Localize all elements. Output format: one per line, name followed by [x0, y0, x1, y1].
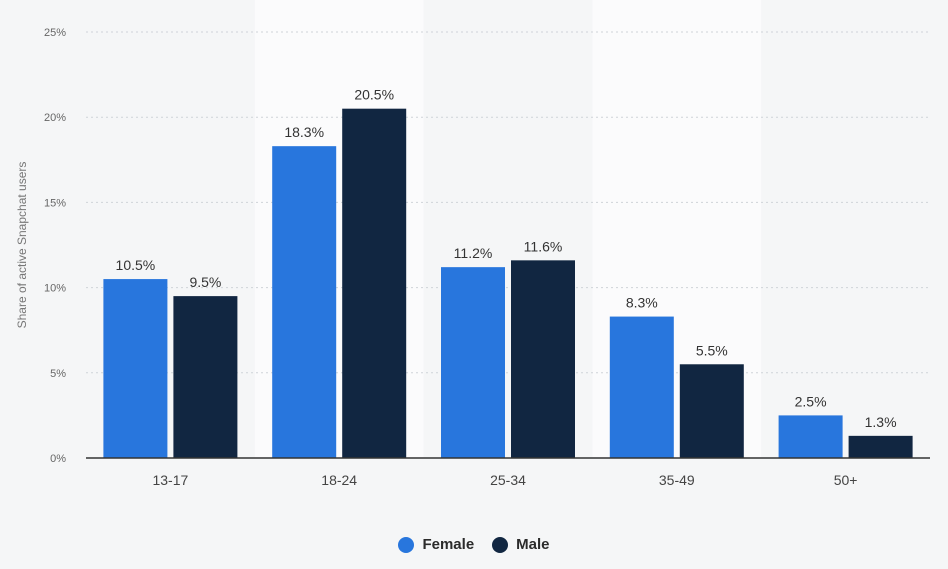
y-tick-label: 5%	[50, 368, 66, 380]
bar-male	[679, 364, 744, 458]
x-tick-label: 18-24	[321, 472, 357, 488]
legend-label-male: Male	[516, 536, 550, 553]
y-tick-label: 10%	[44, 283, 66, 295]
y-axis-title: Share of active Snapchat users	[15, 162, 29, 329]
legend-item-female[interactable]: Female	[398, 536, 474, 553]
data-label: 8.3%	[626, 295, 658, 311]
data-label: 9.5%	[189, 274, 221, 290]
bar-female	[441, 267, 505, 458]
data-label: 11.6%	[524, 238, 563, 254]
data-label: 18.3%	[284, 124, 324, 140]
bar-male	[342, 108, 407, 459]
y-tick-label: 25%	[44, 27, 66, 39]
y-tick-label: 0%	[50, 453, 66, 465]
legend-swatch-female	[398, 536, 415, 553]
legend-swatch-male	[492, 536, 509, 553]
data-label: 20.5%	[354, 87, 394, 103]
bar-male	[511, 260, 575, 458]
bar-female	[609, 316, 674, 458]
x-tick-label: 50+	[834, 472, 858, 488]
legend-item-male[interactable]: Male	[492, 536, 550, 553]
bar-female	[272, 146, 337, 458]
data-label: 10.5%	[116, 257, 156, 273]
bar-female	[778, 415, 843, 458]
x-tick-label: 25-34	[490, 472, 526, 488]
bar-female	[103, 279, 168, 458]
legend-label-female: Female	[422, 536, 475, 553]
legend: Female Male	[0, 536, 948, 553]
bar-male	[173, 296, 238, 458]
data-label: 1.3%	[865, 414, 897, 430]
data-label: 11.2%	[454, 245, 493, 261]
x-tick-label: 13-17	[152, 472, 188, 488]
bar-male	[848, 435, 913, 458]
y-tick-label: 15%	[44, 197, 66, 209]
data-label: 2.5%	[795, 393, 827, 409]
y-tick-label: 20%	[44, 112, 66, 124]
x-tick-label: 35-49	[659, 472, 695, 488]
data-label: 5.5%	[696, 342, 728, 358]
